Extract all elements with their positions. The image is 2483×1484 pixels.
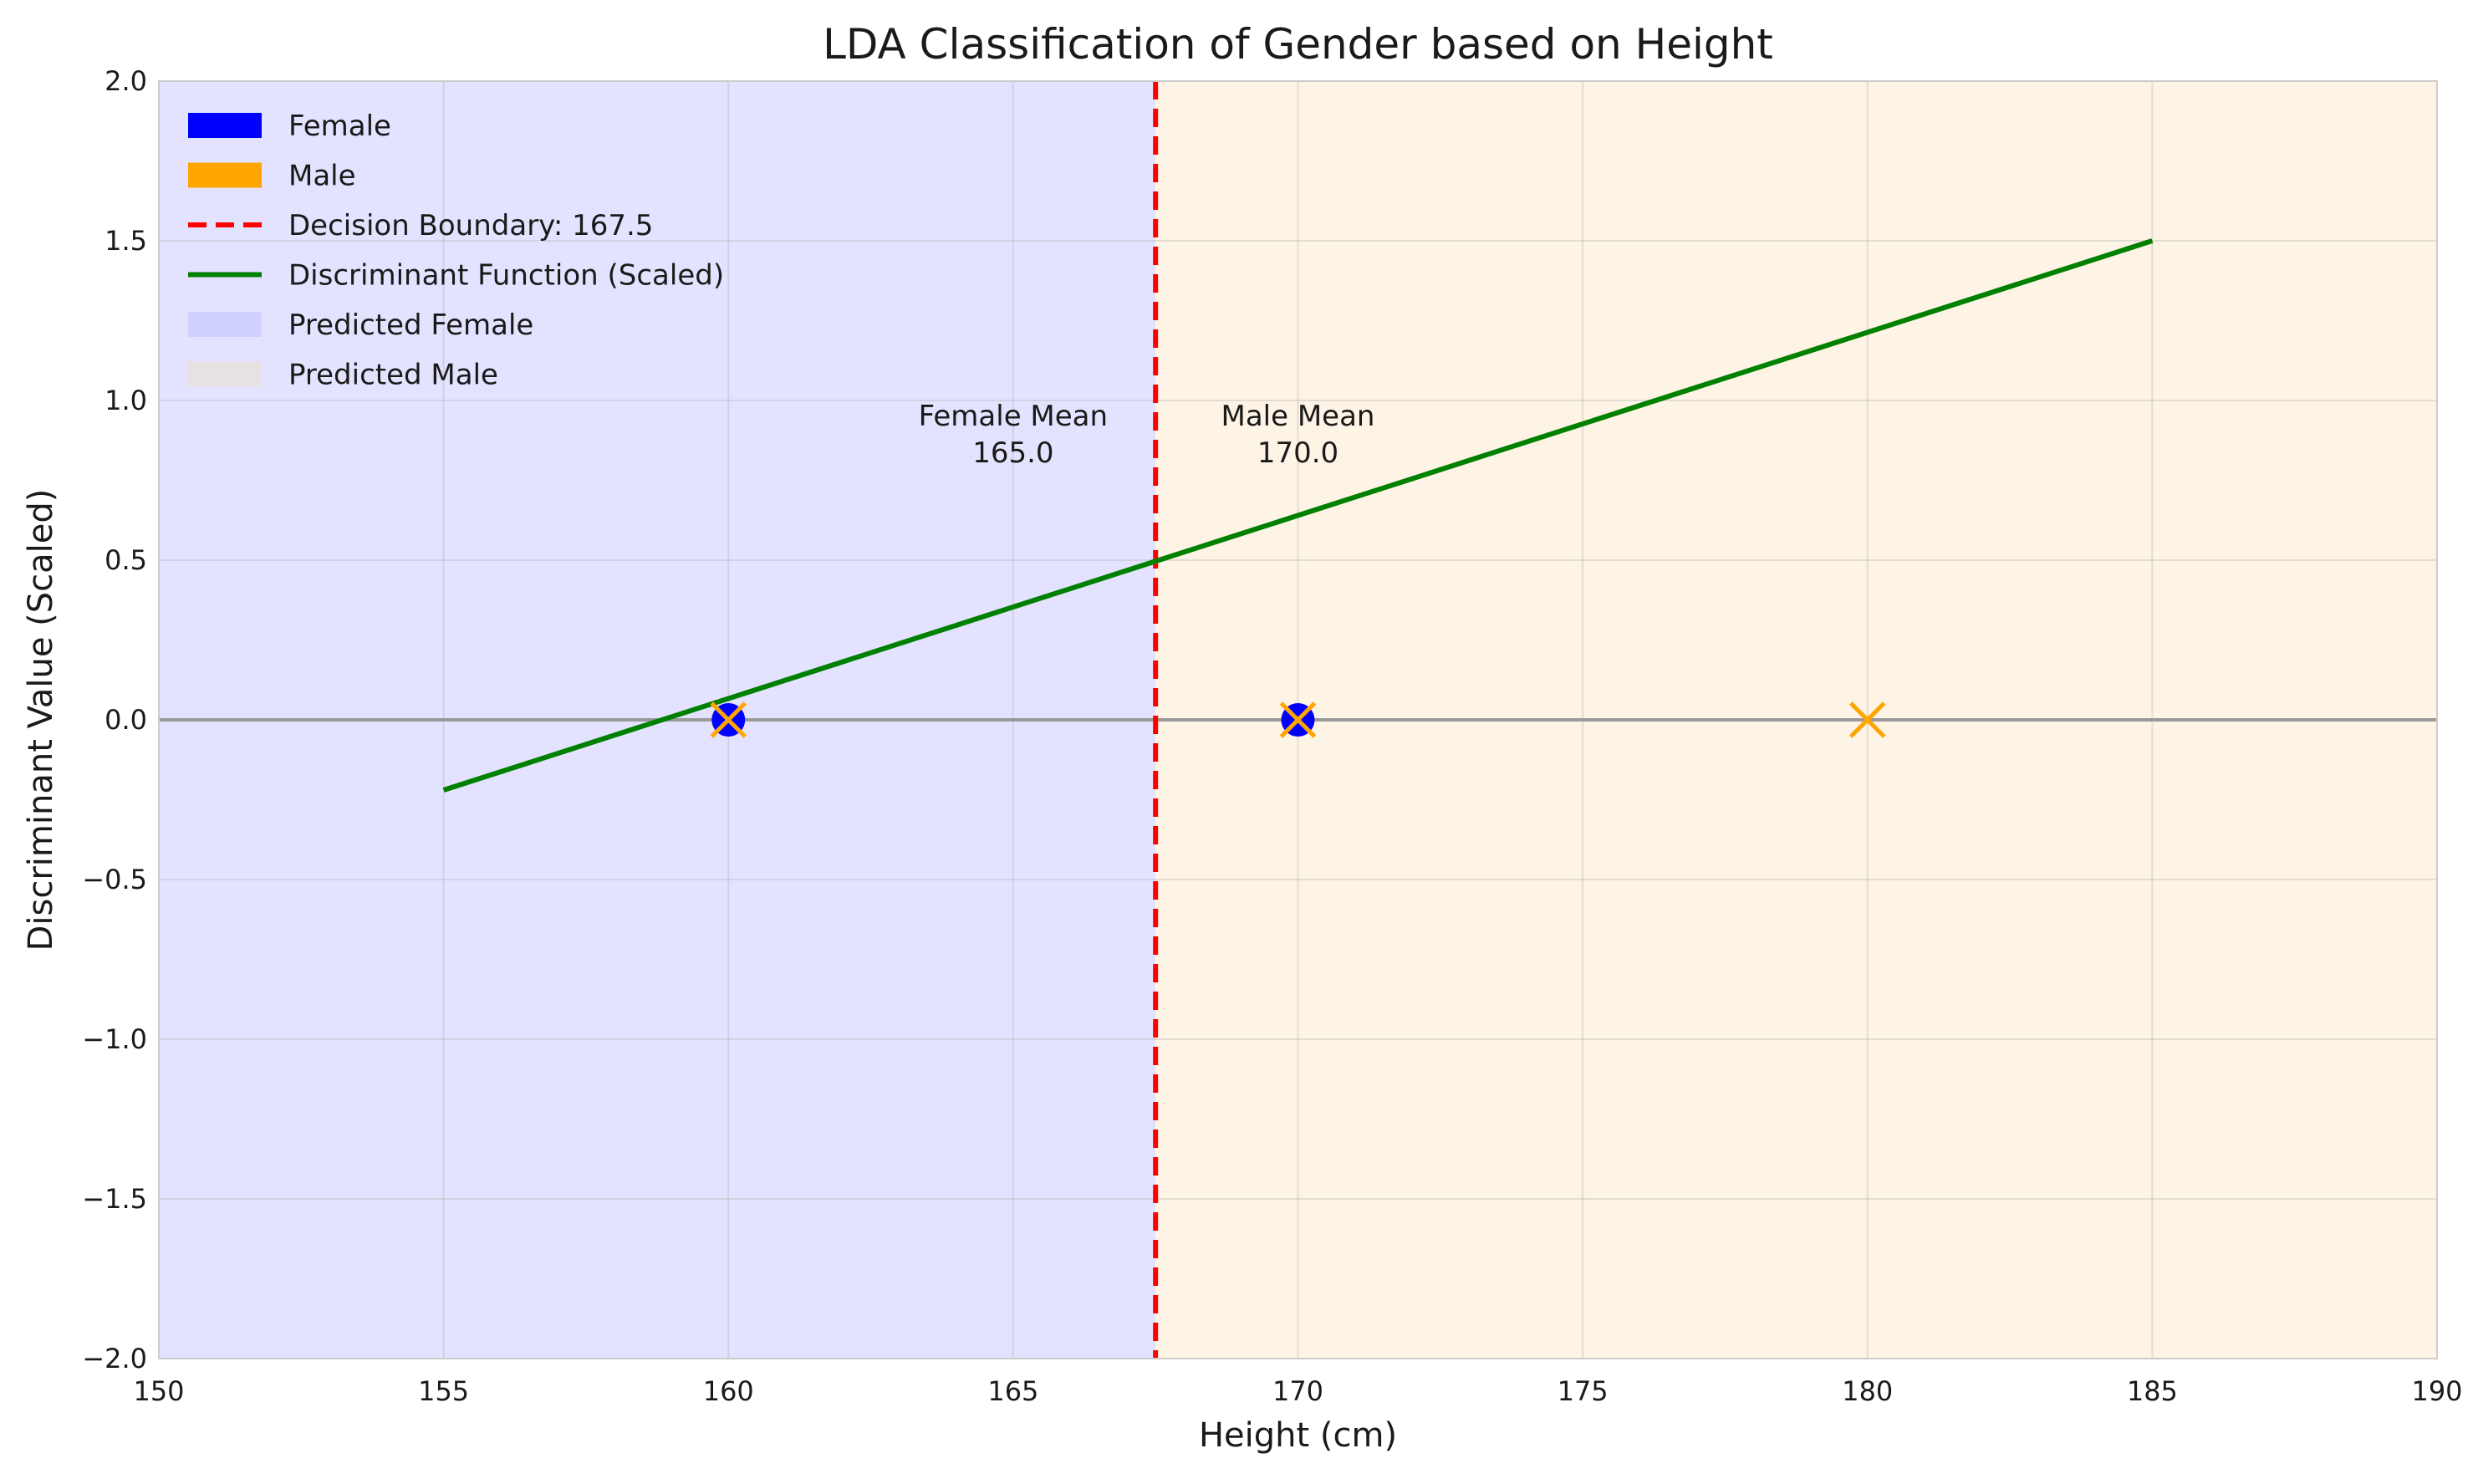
y-tick-label: −1.0: [82, 1023, 147, 1055]
y-tick-label: 0.0: [105, 704, 147, 736]
legend-swatch: [188, 113, 262, 138]
legend-label: Female: [288, 110, 391, 143]
legend: Female Male Decision Boundary: 167.5 Discri…: [188, 110, 724, 392]
chart-title: LDA Classification of Gender based on He…: [823, 20, 1773, 69]
x-tick-label: 175: [1558, 1375, 1609, 1407]
y-axis-label: Discriminant Value (Scaled): [22, 489, 60, 951]
x-tick-label: 190: [2411, 1375, 2462, 1407]
legend-label: Predicted Female: [288, 309, 533, 342]
female-mean-annotation: 165.0: [972, 436, 1053, 470]
x-tick-label: 185: [2127, 1375, 2178, 1407]
y-tick-label: 1.5: [105, 225, 147, 257]
legend-label: Predicted Male: [288, 359, 498, 392]
male-mean-annotation: 170.0: [1257, 436, 1338, 470]
x-tick-label: 170: [1272, 1375, 1323, 1407]
x-tick-label: 180: [1842, 1375, 1893, 1407]
x-tick-label: 165: [987, 1375, 1038, 1407]
discriminant-function-line: [442, 238, 2154, 793]
legend-swatch: [188, 361, 262, 387]
male-point-stroke: [1848, 701, 1886, 738]
legend-item: Decision Boundary: 167.5: [188, 209, 653, 242]
legend-item: Predicted Male: [188, 359, 498, 392]
legend-item: Predicted Female: [188, 309, 533, 342]
legend-label: Decision Boundary: 167.5: [288, 209, 653, 242]
legend-item: Male: [188, 160, 356, 193]
male-point: [1279, 701, 1317, 738]
male-point-stroke: [1279, 701, 1317, 738]
y-tick-label: 1.0: [105, 385, 147, 416]
y-tick-label: −2.0: [82, 1343, 147, 1374]
male-point: [1848, 701, 1886, 738]
x-tick-label: 160: [703, 1375, 754, 1407]
male-point-stroke: [710, 701, 747, 738]
plot-frame: [158, 80, 2438, 1359]
legend-label: Discriminant Function (Scaled): [288, 259, 724, 293]
legend-item: Discriminant Function (Scaled): [188, 259, 724, 293]
female-mean-annotation: Female Mean: [919, 400, 1108, 433]
y-tick-label: −1.5: [82, 1183, 147, 1215]
male-mean-annotation: Male Mean: [1221, 400, 1375, 433]
male-point: [710, 701, 747, 738]
y-tick-label: −0.5: [82, 864, 147, 895]
x-tick-label: 150: [133, 1375, 184, 1407]
y-tick-label: 0.5: [105, 544, 147, 576]
y-tick-label: 2.0: [105, 65, 147, 97]
x-axis-label: Height (cm): [1199, 1416, 1397, 1455]
legend-label: Male: [288, 160, 356, 193]
legend-swatch: [188, 162, 262, 188]
x-tick-label: 155: [418, 1375, 469, 1407]
legend-item: Female: [188, 110, 391, 143]
legend-swatch: [188, 312, 262, 337]
